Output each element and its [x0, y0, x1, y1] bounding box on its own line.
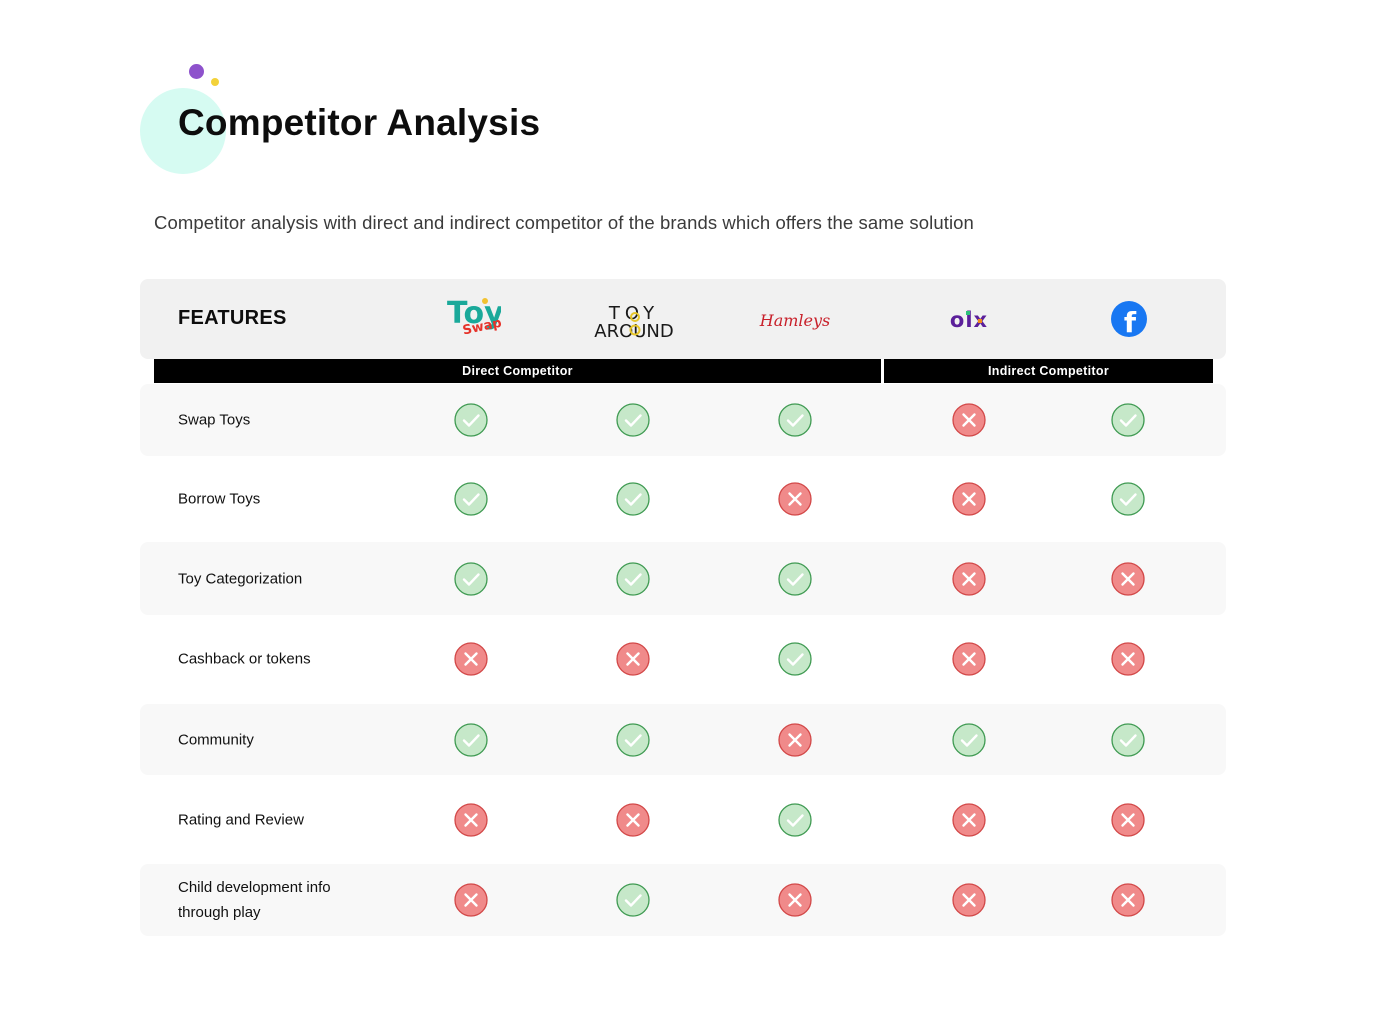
toyswap-logo-text-2: Swap [461, 316, 501, 339]
facebook-logo-text: f [1124, 306, 1137, 339]
table-row: Community [140, 704, 1226, 775]
table-row: Rating and Review [140, 785, 1226, 855]
cross-icon [778, 482, 812, 516]
table-row: Toy Categorization [140, 542, 1226, 615]
check-icon [778, 403, 812, 437]
table-header: FEATURES Toy Swap TOY AROUND Hamleys olx [140, 279, 1226, 359]
check-icon [454, 482, 488, 516]
check-icon [778, 803, 812, 837]
check-icon [454, 403, 488, 437]
check-icon [454, 722, 488, 757]
check-icon [1111, 482, 1145, 516]
feature-label: Community [178, 731, 254, 748]
hamleys-logo: Hamleys [750, 293, 840, 345]
toyswap-logo-text-1: Toy [447, 296, 501, 331]
indirect-competitor-label: Indirect Competitor [884, 359, 1213, 383]
cross-icon [952, 803, 986, 837]
check-icon [616, 561, 650, 596]
feature-label: Swap Toys [178, 411, 251, 429]
cross-icon [778, 883, 812, 917]
feature-label: Cashback or tokens [178, 650, 311, 668]
hamleys-logo-text: Hamleys [759, 311, 831, 330]
cross-icon [952, 561, 986, 596]
toyaround-logo-text-2: AROUND [594, 321, 674, 342]
toyswap-logo: Toy Swap [426, 293, 516, 345]
cross-icon [952, 642, 986, 676]
check-icon [616, 883, 650, 917]
check-icon [1111, 722, 1145, 757]
cross-icon [1111, 803, 1145, 837]
feature-label: Borrow Toys [178, 490, 261, 508]
check-icon [616, 482, 650, 516]
cross-icon [952, 482, 986, 516]
cross-icon [952, 883, 986, 917]
table-row: Swap Toys [140, 384, 1226, 456]
cross-icon [454, 642, 488, 676]
features-label: FEATURES [178, 307, 287, 329]
cross-icon [616, 803, 650, 837]
feature-label: Child development info through play [178, 879, 331, 921]
cross-icon [454, 883, 488, 917]
cross-icon [778, 722, 812, 757]
facebook-logo: f [1084, 293, 1174, 345]
decorative-dot-purple [189, 64, 204, 79]
feature-label: Rating and Review [178, 811, 304, 829]
olx-logo: olx [924, 293, 1014, 345]
toyaround-logo-text-1: TOY [608, 303, 659, 324]
toyaround-logo: TOY AROUND [589, 293, 679, 345]
check-icon [778, 642, 812, 676]
table-row: Borrow Toys [140, 465, 1226, 533]
feature-label: Toy Categorization [178, 570, 303, 587]
check-icon [454, 561, 488, 596]
cross-icon [1111, 642, 1145, 676]
cross-icon [454, 803, 488, 837]
page-title: Competitor Analysis [178, 102, 541, 143]
table-row: Child development info through play [140, 864, 1226, 936]
cross-icon [952, 403, 986, 437]
check-icon [952, 722, 986, 757]
cross-icon [1111, 561, 1145, 596]
check-icon [1111, 403, 1145, 437]
check-icon [778, 561, 812, 596]
decorative-circle [140, 88, 226, 174]
check-icon [616, 403, 650, 437]
check-icon [616, 722, 650, 757]
table-row: Cashback or tokens [140, 624, 1226, 694]
cross-icon [1111, 883, 1145, 917]
cross-icon [616, 642, 650, 676]
decorative-dot-yellow [211, 78, 219, 86]
direct-competitor-label: Direct Competitor [154, 359, 881, 383]
page-subtitle: Competitor analysis with direct and indi… [154, 212, 974, 233]
